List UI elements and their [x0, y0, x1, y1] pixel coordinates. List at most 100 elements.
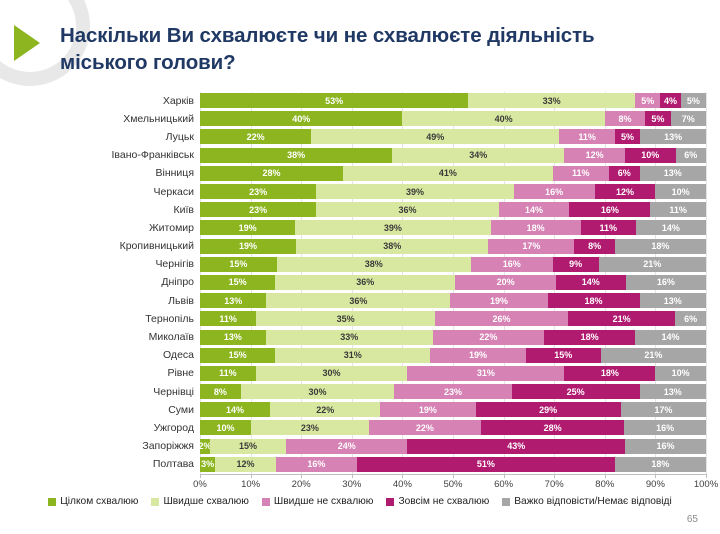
legend-label: Важко відповісти/Немає відповіді	[514, 496, 672, 507]
bar-segment: 49%	[311, 129, 560, 145]
x-axis-tick	[351, 474, 353, 478]
legend-item[interactable]: Важко відповісти/Немає відповіді	[502, 496, 672, 507]
x-axis-tick-label: 40%	[392, 479, 412, 490]
bar-segment: 29%	[475, 402, 621, 418]
bar-segment: 38%	[200, 147, 393, 163]
bar-segment: 26%	[435, 311, 568, 327]
bar-segment: 2%	[200, 438, 211, 454]
bar-segment: 16%	[513, 184, 595, 200]
x-axis-tick-label: 20%	[291, 479, 311, 490]
chart-row: Запоріжжя 2%15%24%43%16%	[0, 438, 720, 455]
bar-segment: 17%	[620, 402, 706, 418]
legend-item[interactable]: Цілком схвалюю	[48, 496, 138, 507]
bar-segment: 10%	[655, 365, 706, 381]
bar-segment: 36%	[275, 274, 456, 290]
bar-segment: 39%	[316, 184, 514, 200]
stacked-bar: 13% 33% 22% 18% 14%	[200, 329, 706, 345]
row-label: Рівне	[167, 367, 194, 380]
stacked-bar: 15% 38% 16% 9% 21%	[200, 256, 706, 272]
bar-segment: 11%	[552, 165, 609, 181]
bar-segment: 6%	[675, 147, 706, 163]
x-axis-tick-label: 0%	[193, 479, 207, 490]
stacked-bar: 23% 39% 16% 12% 10%	[200, 184, 706, 200]
x-axis-tick-label: 80%	[595, 479, 615, 490]
legend-item[interactable]: Зовсім не схвалюю	[386, 496, 489, 507]
row-label: Івано-Франківськ	[111, 149, 194, 162]
bar-segment: 39%	[295, 220, 491, 236]
bar-segment: 23%	[200, 184, 317, 200]
bar-segment: 19%	[380, 402, 476, 418]
x-axis-tick-label: 30%	[342, 479, 362, 490]
stacked-bar: 10% 23% 22% 28% 16%	[200, 420, 706, 436]
x-axis-tick-label: 100%	[693, 479, 719, 490]
bar-segment: 7%	[670, 111, 706, 127]
bar-segment: 40%	[402, 111, 605, 127]
page-title: Наскільки Ви схвалюєте чи не схвалюєте д…	[60, 24, 595, 75]
chart-row: Кропивницький 19% 38% 17% 8% 18%	[0, 238, 720, 255]
x-axis-tick	[402, 474, 404, 478]
bar-segment: 23%	[251, 420, 369, 436]
bar-segment: 19%	[200, 238, 297, 254]
row-label: Запоріжжя	[142, 440, 194, 453]
chart-legend: Цілком схвалюю Швидше схвалюю Швидше не сх…	[0, 496, 720, 507]
legend-label: Цілком схвалюю	[60, 496, 139, 507]
row-label: Миколаїв	[148, 331, 194, 344]
chart-row: Чернівці 8% 30% 23% 25% 13%	[0, 383, 720, 400]
bar-segment: 17%	[488, 238, 575, 254]
bar-segment: 21%	[567, 311, 676, 327]
x-axis-tick	[604, 474, 606, 478]
chart-row: Полтава 3% 12% 16% 51% 18%	[0, 456, 720, 473]
bar-segment: 16%	[275, 456, 357, 472]
bar-segment: 36%	[316, 202, 499, 218]
bar-segment: 23%	[200, 202, 317, 218]
bar-segment: 35%	[256, 311, 436, 327]
bar-segment: 10%	[655, 184, 706, 200]
x-axis-tick-label: 50%	[443, 479, 463, 490]
chart-row: Суми 14% 22% 19% 29% 17%	[0, 401, 720, 418]
row-label: Дніпро	[161, 276, 194, 289]
bar-segment: 9%	[552, 256, 599, 272]
x-axis-tick	[655, 474, 657, 478]
bar-segment: 10%	[625, 147, 676, 163]
stacked-bar: 23% 36% 14% 16% 11%	[200, 202, 706, 218]
row-label: Луцьк	[165, 130, 194, 143]
bar-segment: 28%	[200, 165, 344, 181]
bar-segment: 11%	[580, 220, 636, 236]
row-label: Львів	[168, 294, 194, 307]
bar-segment: 19%	[200, 220, 296, 236]
x-axis-tick-label: 70%	[544, 479, 564, 490]
bar-segment: 5%	[635, 93, 661, 109]
bar-segment: 22%	[200, 129, 312, 145]
chart-row: Харків 53% 33% 5% 4% 5%	[0, 92, 720, 109]
stacked-bar: 14% 22% 19% 29% 17%	[200, 402, 706, 418]
bar-segment: 30%	[255, 365, 408, 381]
bar-segment: 14%	[555, 274, 626, 290]
stacked-bar: 53% 33% 5% 4% 5%	[200, 93, 706, 109]
chart-row: Дніпро 15% 36% 20% 14% 16%	[0, 274, 720, 291]
bar-segment: 14%	[635, 329, 706, 345]
legend-label: Швидше не схвалюю	[273, 496, 374, 507]
chart-row: Черкаси 23% 39% 16% 12% 10%	[0, 183, 720, 200]
bar-segment: 12%	[594, 184, 656, 200]
bar-segment: 43%	[407, 438, 626, 454]
bar-segment: 16%	[624, 420, 706, 436]
bar-segment: 20%	[455, 274, 556, 290]
bar-segment: 23%	[394, 384, 512, 400]
header-arrow-icon	[14, 25, 40, 61]
legend-item[interactable]: Швидше не схвалюю	[261, 496, 374, 507]
row-label: Вінниця	[155, 167, 195, 180]
legend-swatch-icon	[48, 497, 57, 506]
bar-segment: 31%	[407, 365, 565, 381]
x-axis-tick	[250, 474, 252, 478]
legend-item[interactable]: Швидше схвалюю	[151, 496, 249, 507]
row-label: Суми	[168, 403, 194, 416]
bar-segment: 33%	[468, 93, 636, 109]
bar-segment: 22%	[368, 420, 482, 436]
bar-segment: 36%	[266, 293, 451, 309]
chart-row: Львів 13% 36% 19% 18% 13%	[0, 292, 720, 309]
page-number: 65	[686, 514, 698, 525]
bar-segment: 4%	[660, 93, 681, 109]
bar-segment: 28%	[481, 420, 625, 436]
stacked-bar: 8% 30% 23% 25% 13%	[200, 384, 706, 400]
chart-row: Київ 23% 36% 14% 16% 11%	[0, 201, 720, 218]
